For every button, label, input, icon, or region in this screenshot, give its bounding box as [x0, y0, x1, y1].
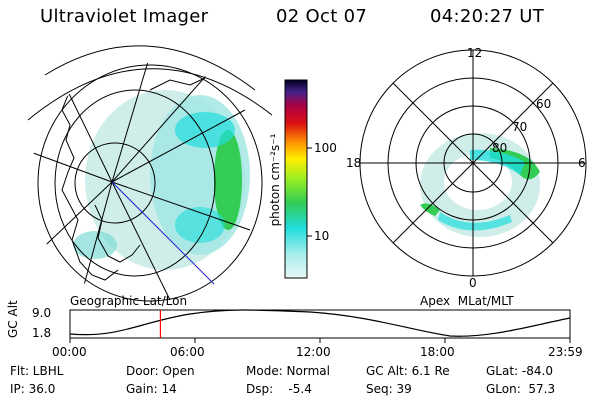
mlat-label-60: 60	[536, 97, 552, 111]
geographic-caption: Geographic Lat/Lon	[70, 294, 188, 308]
altitude-xtick: 06:00	[170, 345, 205, 359]
filter-status: Flt: LBHL	[10, 364, 64, 378]
mode-status: Mode: Normal	[246, 364, 330, 378]
aurora-cyan-patch	[175, 207, 225, 243]
altitude-xtick: 00:00	[52, 345, 87, 359]
mlat-label-70: 70	[512, 120, 528, 134]
colorbar-gradient	[284, 79, 308, 279]
polar-cap	[444, 154, 512, 210]
altitude-plot	[69, 309, 571, 343]
geographic-map	[27, 45, 273, 302]
colorbar	[284, 79, 312, 279]
colorbar-tick-label: 100	[314, 141, 337, 155]
seq-status: Seq: 39	[366, 382, 412, 396]
apex-caption: Apex MLat/MLT	[420, 294, 514, 308]
gc-alt-status: GC Alt: 6.1 Re	[366, 364, 450, 378]
altitude-xtick: 12:00	[296, 345, 331, 359]
altitude-ytick: 1.8	[32, 326, 52, 340]
altitude-xtick: 18:00	[420, 345, 455, 359]
latitude-circle	[74, 142, 156, 224]
app-title: Ultraviolet Imager	[40, 6, 209, 27]
glon-status: GLon: 57.3	[486, 382, 556, 396]
glat-status: GLat: -84.0	[486, 364, 553, 378]
mlt-label-0: 0	[469, 276, 477, 290]
aurora-cyan-patch	[175, 112, 235, 148]
dsp-status: Dsp: -5.4	[246, 382, 312, 396]
mlt-diagonal	[392, 82, 554, 244]
altitude-curve	[69, 309, 571, 337]
latitude-circle	[54, 89, 216, 277]
polar-plot	[359, 49, 587, 277]
satellite-track	[111, 181, 221, 291]
aurora-cyan-patch	[438, 212, 512, 231]
coastline	[149, 77, 206, 91]
mlt-label-6: 6	[578, 156, 586, 170]
door-status: Door: Open	[126, 364, 195, 378]
colorbar-unit-label: photon cm⁻²s⁻¹	[268, 133, 282, 227]
time-label: 04:20:27 UT	[430, 6, 545, 27]
aurora-green-patch	[420, 203, 440, 216]
latitude-arc	[27, 68, 273, 121]
altitude-ytick: 9.0	[32, 306, 52, 320]
latitude-circle	[37, 64, 263, 302]
altitude-ylabel: GC Alt	[6, 300, 20, 338]
mlt-label-12: 12	[467, 46, 483, 60]
ip-status: IP: 36.0	[10, 382, 56, 396]
mlat-label-80: 80	[492, 141, 508, 155]
date-label: 02 Oct 07	[276, 6, 368, 27]
mlt-label-18: 18	[346, 156, 362, 170]
aurora-cyan-patch	[470, 149, 525, 175]
latitude-arc	[44, 45, 256, 91]
x-axis-ticks	[69, 338, 571, 343]
altitude-xtick: 23:59	[548, 345, 583, 359]
colorbar-tick-label: 10	[314, 229, 330, 243]
aurora-green-band	[214, 130, 242, 230]
gain-status: Gain: 14	[126, 382, 177, 396]
